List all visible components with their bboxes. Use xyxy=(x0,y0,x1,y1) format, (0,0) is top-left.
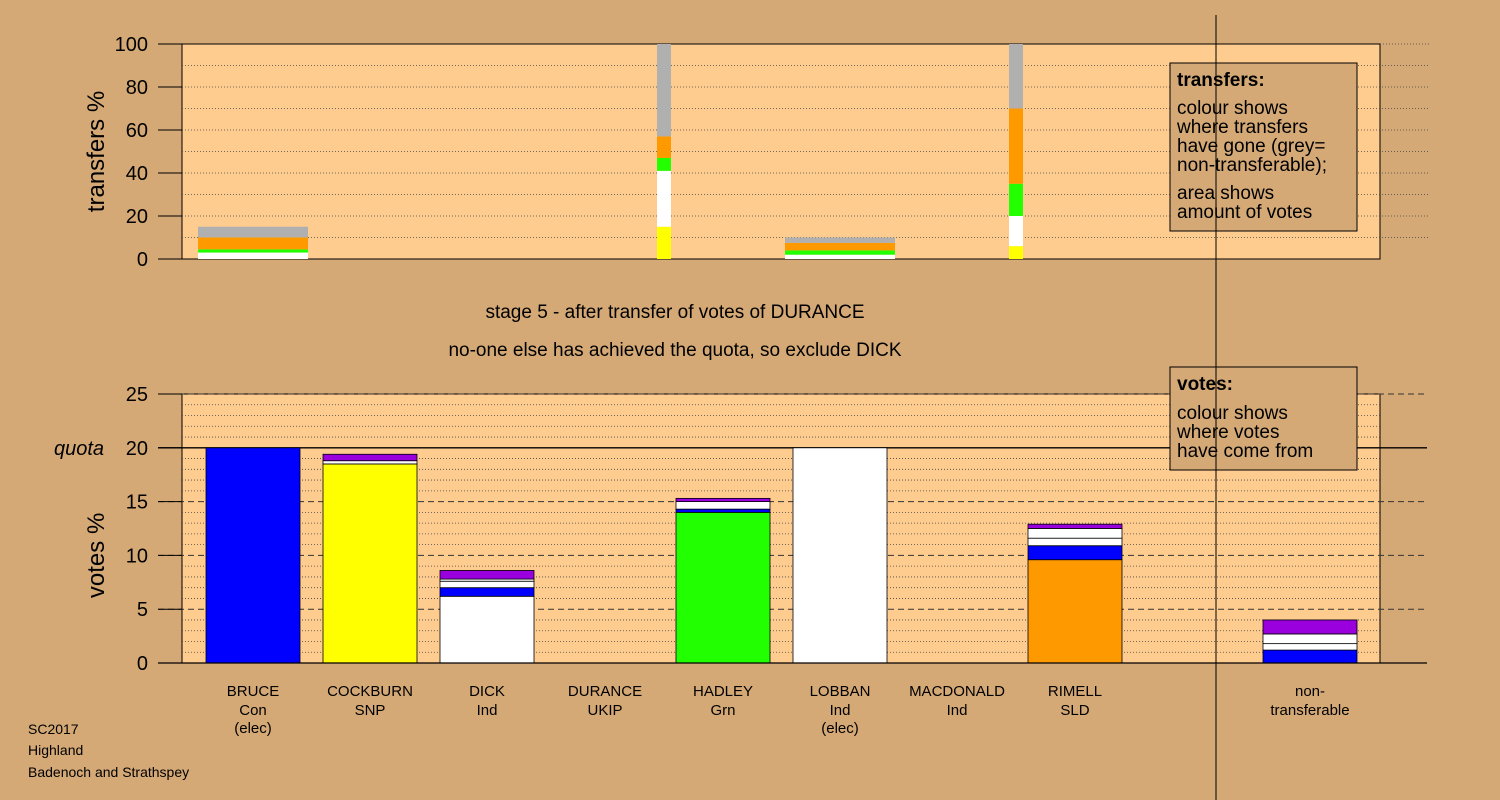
transfers-legend-line: where transfers xyxy=(1176,117,1308,138)
votes-y-tick-label: 25 xyxy=(126,384,148,406)
transfer-segment xyxy=(657,226,671,259)
transfers-y-axis-label: transfers % xyxy=(83,91,110,212)
candidate-name: HADLEY xyxy=(693,683,753,700)
transfer-segment xyxy=(785,237,895,243)
caption-line-2: no-one else has achieved the quota, so e… xyxy=(448,340,901,361)
votes-y-axis-label: votes % xyxy=(83,513,110,598)
candidate-name: DICK xyxy=(469,683,505,700)
candidate-party: Con xyxy=(239,702,267,719)
vote-segment xyxy=(322,453,418,462)
transfers-legend-title: transfers: xyxy=(1177,70,1265,91)
votes-y-tick-label: 15 xyxy=(126,492,148,514)
candidate-party: transferable xyxy=(1270,702,1349,719)
candidate-name: COCKBURN xyxy=(327,683,413,700)
candidate-name: RIMELL xyxy=(1048,683,1102,700)
vote-segment xyxy=(439,570,535,580)
transfer-segment xyxy=(198,252,308,259)
transfer-segment xyxy=(785,242,895,251)
vote-segment xyxy=(675,508,771,513)
transfers-legend-line: area shows xyxy=(1177,183,1274,204)
vote-segment xyxy=(322,460,418,465)
vote-segment xyxy=(675,497,771,503)
transfers-legend-line: have gone (grey= xyxy=(1177,136,1325,157)
transfers-legend-line: non-transferable); xyxy=(1177,155,1327,176)
transfer-segment xyxy=(1009,183,1023,216)
candidate-name: DURANCE xyxy=(568,683,642,700)
vote-segment xyxy=(1027,523,1123,529)
candidate-name: MACDONALD xyxy=(909,683,1005,700)
vote-segment xyxy=(675,501,771,510)
votes-legend-box xyxy=(1169,366,1358,471)
votes-legend-line: colour shows xyxy=(1177,403,1288,424)
vote-segment xyxy=(1262,633,1358,645)
candidate-party: Ind xyxy=(947,702,968,719)
transfer-segment xyxy=(657,44,671,137)
transfer-segment xyxy=(1009,216,1023,247)
votes-y-tick-label: 20 xyxy=(126,438,148,460)
vote-segment xyxy=(205,447,301,664)
votes-legend-title: votes: xyxy=(1177,374,1233,395)
votes-y-tick-label: 5 xyxy=(137,599,148,621)
candidate-party: UKIP xyxy=(587,702,622,719)
vote-segment xyxy=(322,463,418,664)
footer-election: SC2017 xyxy=(28,721,79,737)
transfer-segment xyxy=(785,254,895,259)
transfer-segment xyxy=(1009,108,1023,184)
votes-legend-line: where votes xyxy=(1176,422,1279,443)
transfer-segment xyxy=(198,226,308,238)
transfers-y-tick-label: 40 xyxy=(126,163,148,185)
vote-segment xyxy=(1262,619,1358,635)
candidate-name: BRUCE xyxy=(227,683,280,700)
votes-y-tick-label: 10 xyxy=(126,545,148,567)
votes-y-tick-label: 0 xyxy=(137,653,148,675)
candidate-name: LOBBAN xyxy=(810,683,871,700)
quota-label: quota xyxy=(54,438,104,460)
votes-legend-line: have come from xyxy=(1177,441,1313,462)
transfers-y-tick-label: 20 xyxy=(126,206,148,228)
transfers-y-tick-label: 100 xyxy=(115,34,148,56)
vote-segment xyxy=(792,447,888,664)
candidate-party: Ind xyxy=(477,702,498,719)
vote-segment xyxy=(1027,528,1123,539)
transfer-segment xyxy=(198,249,308,253)
footer-ward: Badenoch and Strathspey xyxy=(28,764,189,780)
transfer-segment xyxy=(657,157,671,171)
candidate-name: non- xyxy=(1295,683,1325,700)
transfers-legend-box xyxy=(1169,62,1358,232)
candidate-note: (elec) xyxy=(234,720,272,737)
vote-segment xyxy=(1262,643,1358,651)
transfer-segment xyxy=(785,250,895,255)
transfer-segment xyxy=(1009,246,1023,259)
footer-council: Highland xyxy=(28,742,83,758)
transfer-segment xyxy=(657,170,671,227)
vote-segment xyxy=(1027,559,1123,664)
vote-segment xyxy=(675,511,771,664)
candidate-party: SLD xyxy=(1060,702,1089,719)
transfer-segment xyxy=(198,237,308,250)
vote-segment xyxy=(1027,545,1123,561)
transfer-segment xyxy=(1009,44,1023,109)
vote-segment xyxy=(439,587,535,597)
vote-segment xyxy=(439,595,535,664)
transfers-y-tick-label: 60 xyxy=(126,120,148,142)
candidate-party: SNP xyxy=(355,702,386,719)
transfers-y-tick-label: 0 xyxy=(137,249,148,271)
transfers-y-tick-label: 80 xyxy=(126,77,148,99)
vote-segment xyxy=(439,580,535,589)
candidate-party: Ind xyxy=(830,702,851,719)
transfer-segment xyxy=(657,136,671,158)
vote-segment xyxy=(1027,537,1123,547)
caption-line-1: stage 5 - after transfer of votes of DUR… xyxy=(485,302,864,323)
vote-segment xyxy=(1262,649,1358,664)
transfers-legend-line: colour shows xyxy=(1177,98,1288,119)
candidate-party: Grn xyxy=(710,702,735,719)
candidate-note: (elec) xyxy=(821,720,859,737)
transfers-legend-line: amount of votes xyxy=(1177,202,1312,223)
